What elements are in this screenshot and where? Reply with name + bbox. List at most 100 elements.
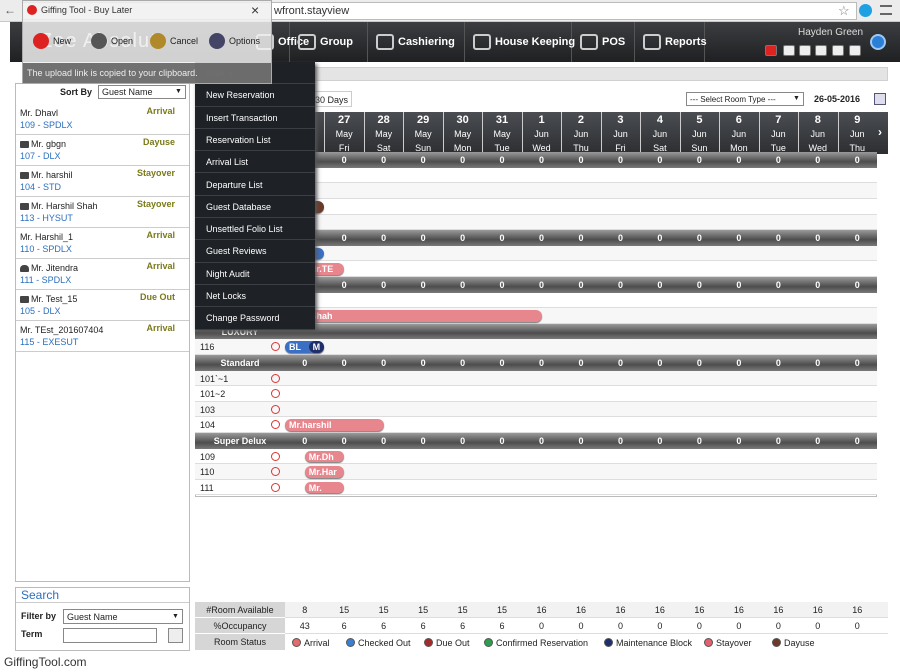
booking-bar[interactable]: Mr.Har <box>304 466 345 478</box>
guest-item[interactable]: Mr. harshil Stayover 104 - STD <box>16 166 189 197</box>
search-title: Search <box>16 588 189 603</box>
guest-item[interactable]: Mr. Test_15 Due Out 105 - DLX <box>16 290 189 321</box>
summary-value: 6 <box>420 621 426 631</box>
summary-value: 16 <box>812 605 823 615</box>
booking-bar[interactable]: Mr.harshil <box>285 419 384 431</box>
filter-select[interactable]: Guest Name <box>63 609 183 624</box>
booking-bar[interactable]: rshil Shah <box>285 310 542 322</box>
guest-item[interactable]: Mr. Dhavl Arrival 109 - SPDLX <box>16 104 189 135</box>
header-icon[interactable] <box>783 45 795 56</box>
menu-item[interactable]: Night Audit <box>195 263 315 285</box>
nav-item[interactable]: POS <box>574 22 635 62</box>
menu-item[interactable]: Arrival List <box>195 151 315 174</box>
header-icon[interactable] <box>815 45 827 56</box>
giffing-message: The upload link is copied to your clipbo… <box>23 63 271 83</box>
date-month: Jun <box>652 129 668 139</box>
guest-room: 109 - SPDLX <box>20 120 73 130</box>
group-value: 0 <box>539 358 545 368</box>
nav-item[interactable]: Group <box>292 22 368 62</box>
header-icon[interactable] <box>832 45 844 56</box>
next-arrow[interactable]: › <box>878 125 882 139</box>
group-value: 0 <box>578 233 584 244</box>
booking-bar[interactable]: Mr. <box>304 481 345 494</box>
button-icon <box>91 33 107 49</box>
group-row <box>195 355 877 371</box>
giffing-button[interactable]: Options <box>209 31 265 53</box>
date-day: 1 <box>538 114 545 126</box>
date-weekday: Wed <box>532 143 551 153</box>
group-row <box>195 277 877 293</box>
group-value: 0 <box>499 155 505 166</box>
guest-name: Mr. Jitendra <box>31 263 79 273</box>
guest-item[interactable]: Mr. Harshil_1 Arrival 110 - SPDLX <box>16 228 189 259</box>
header-icon[interactable] <box>799 45 811 56</box>
blocked-icon <box>271 389 280 399</box>
giffing-button[interactable]: New <box>33 31 89 53</box>
giffing-button[interactable]: Open <box>91 31 147 53</box>
room-row <box>195 401 877 418</box>
booking-bar[interactable]: Mr.TE <box>304 263 345 275</box>
group-value: 0 <box>381 155 387 166</box>
date-month: May <box>375 129 393 139</box>
group-value: 0 <box>381 436 387 446</box>
giffing-button[interactable]: Cancel <box>150 31 206 53</box>
nav-item[interactable]: Reports <box>637 22 707 62</box>
guest-item[interactable]: Mr. Jitendra Arrival 111 - SPDLX <box>16 259 189 290</box>
group-value: 0 <box>539 155 545 166</box>
group-value: 0 <box>696 358 702 368</box>
room-row <box>195 370 877 387</box>
date-day: 4 <box>656 114 663 126</box>
room-row <box>195 448 877 465</box>
room-row <box>195 479 877 496</box>
menu-item[interactable]: Guest Database <box>195 196 315 219</box>
group-value: 0 <box>420 155 426 166</box>
booking-bar[interactable]: Mr.Dh <box>304 450 345 463</box>
date-field[interactable]: 26-05-2016 <box>814 94 861 104</box>
guest-item[interactable]: Mr. TEst_201607404 Arrival 115 - EXESUT <box>16 321 189 352</box>
summary-label: %Occupancy <box>195 618 285 634</box>
nav-item[interactable]: House Keeping <box>467 22 575 62</box>
date-month: Jun <box>692 129 707 139</box>
menu-item[interactable]: Change Password <box>195 307 315 330</box>
guest-room: 110 - SPDLX <box>20 244 72 254</box>
legend-dot <box>292 638 301 647</box>
guest-icon-person <box>20 265 29 272</box>
back-button[interactable]: ← <box>4 3 16 17</box>
menu-item[interactable]: Reservation List <box>195 129 315 152</box>
calendar-icon[interactable] <box>874 93 886 105</box>
date-day: 6 <box>735 114 742 126</box>
date-day: 28 <box>377 114 390 126</box>
star-icon[interactable]: ☆ <box>838 3 850 18</box>
group-value: 0 <box>460 280 466 290</box>
menu-item[interactable]: Insert Transaction <box>195 107 315 129</box>
nav-item[interactable]: Cashiering <box>370 22 465 62</box>
range-box[interactable]: 30 Days <box>312 91 352 107</box>
menu-item[interactable]: Unsettled Folio List <box>195 218 315 241</box>
header-icon[interactable] <box>765 45 777 56</box>
header-icon[interactable] <box>849 45 861 56</box>
booking-bar[interactable]: BL <box>285 341 325 353</box>
group-value: 0 <box>460 233 466 244</box>
power-button[interactable] <box>870 34 886 50</box>
group-value: 0 <box>499 233 505 244</box>
term-input[interactable] <box>63 628 157 643</box>
group-value: 0 <box>420 233 426 244</box>
close-button[interactable]: × <box>251 2 260 18</box>
group-value: 0 <box>854 233 860 244</box>
guest-item[interactable]: Mr. gbgn Dayuse 107 - DLX <box>16 135 189 166</box>
roomtype-select[interactable]: --- Select Room Type --- <box>686 92 804 106</box>
date-weekday: Mon <box>730 143 748 153</box>
menu-item[interactable]: Guest Reviews <box>195 240 315 263</box>
menu-item[interactable]: New Reservation <box>195 84 315 107</box>
date-month: Jun <box>850 129 865 139</box>
guest-status: Due Out <box>140 292 175 302</box>
menu-item[interactable]: Departure List <box>195 174 315 196</box>
group-value: 0 <box>854 155 860 166</box>
search-button[interactable] <box>168 628 183 643</box>
sort-select[interactable]: Guest Name <box>98 85 186 99</box>
guest-item[interactable]: Mr. Harshil Shah Stayover 113 - HYSUT <box>16 197 189 228</box>
group-value: 0 <box>617 358 623 368</box>
group-value: 0 <box>657 233 663 244</box>
booking-bar[interactable]: M <box>308 341 325 353</box>
menu-item[interactable]: Net Locks <box>195 285 315 308</box>
